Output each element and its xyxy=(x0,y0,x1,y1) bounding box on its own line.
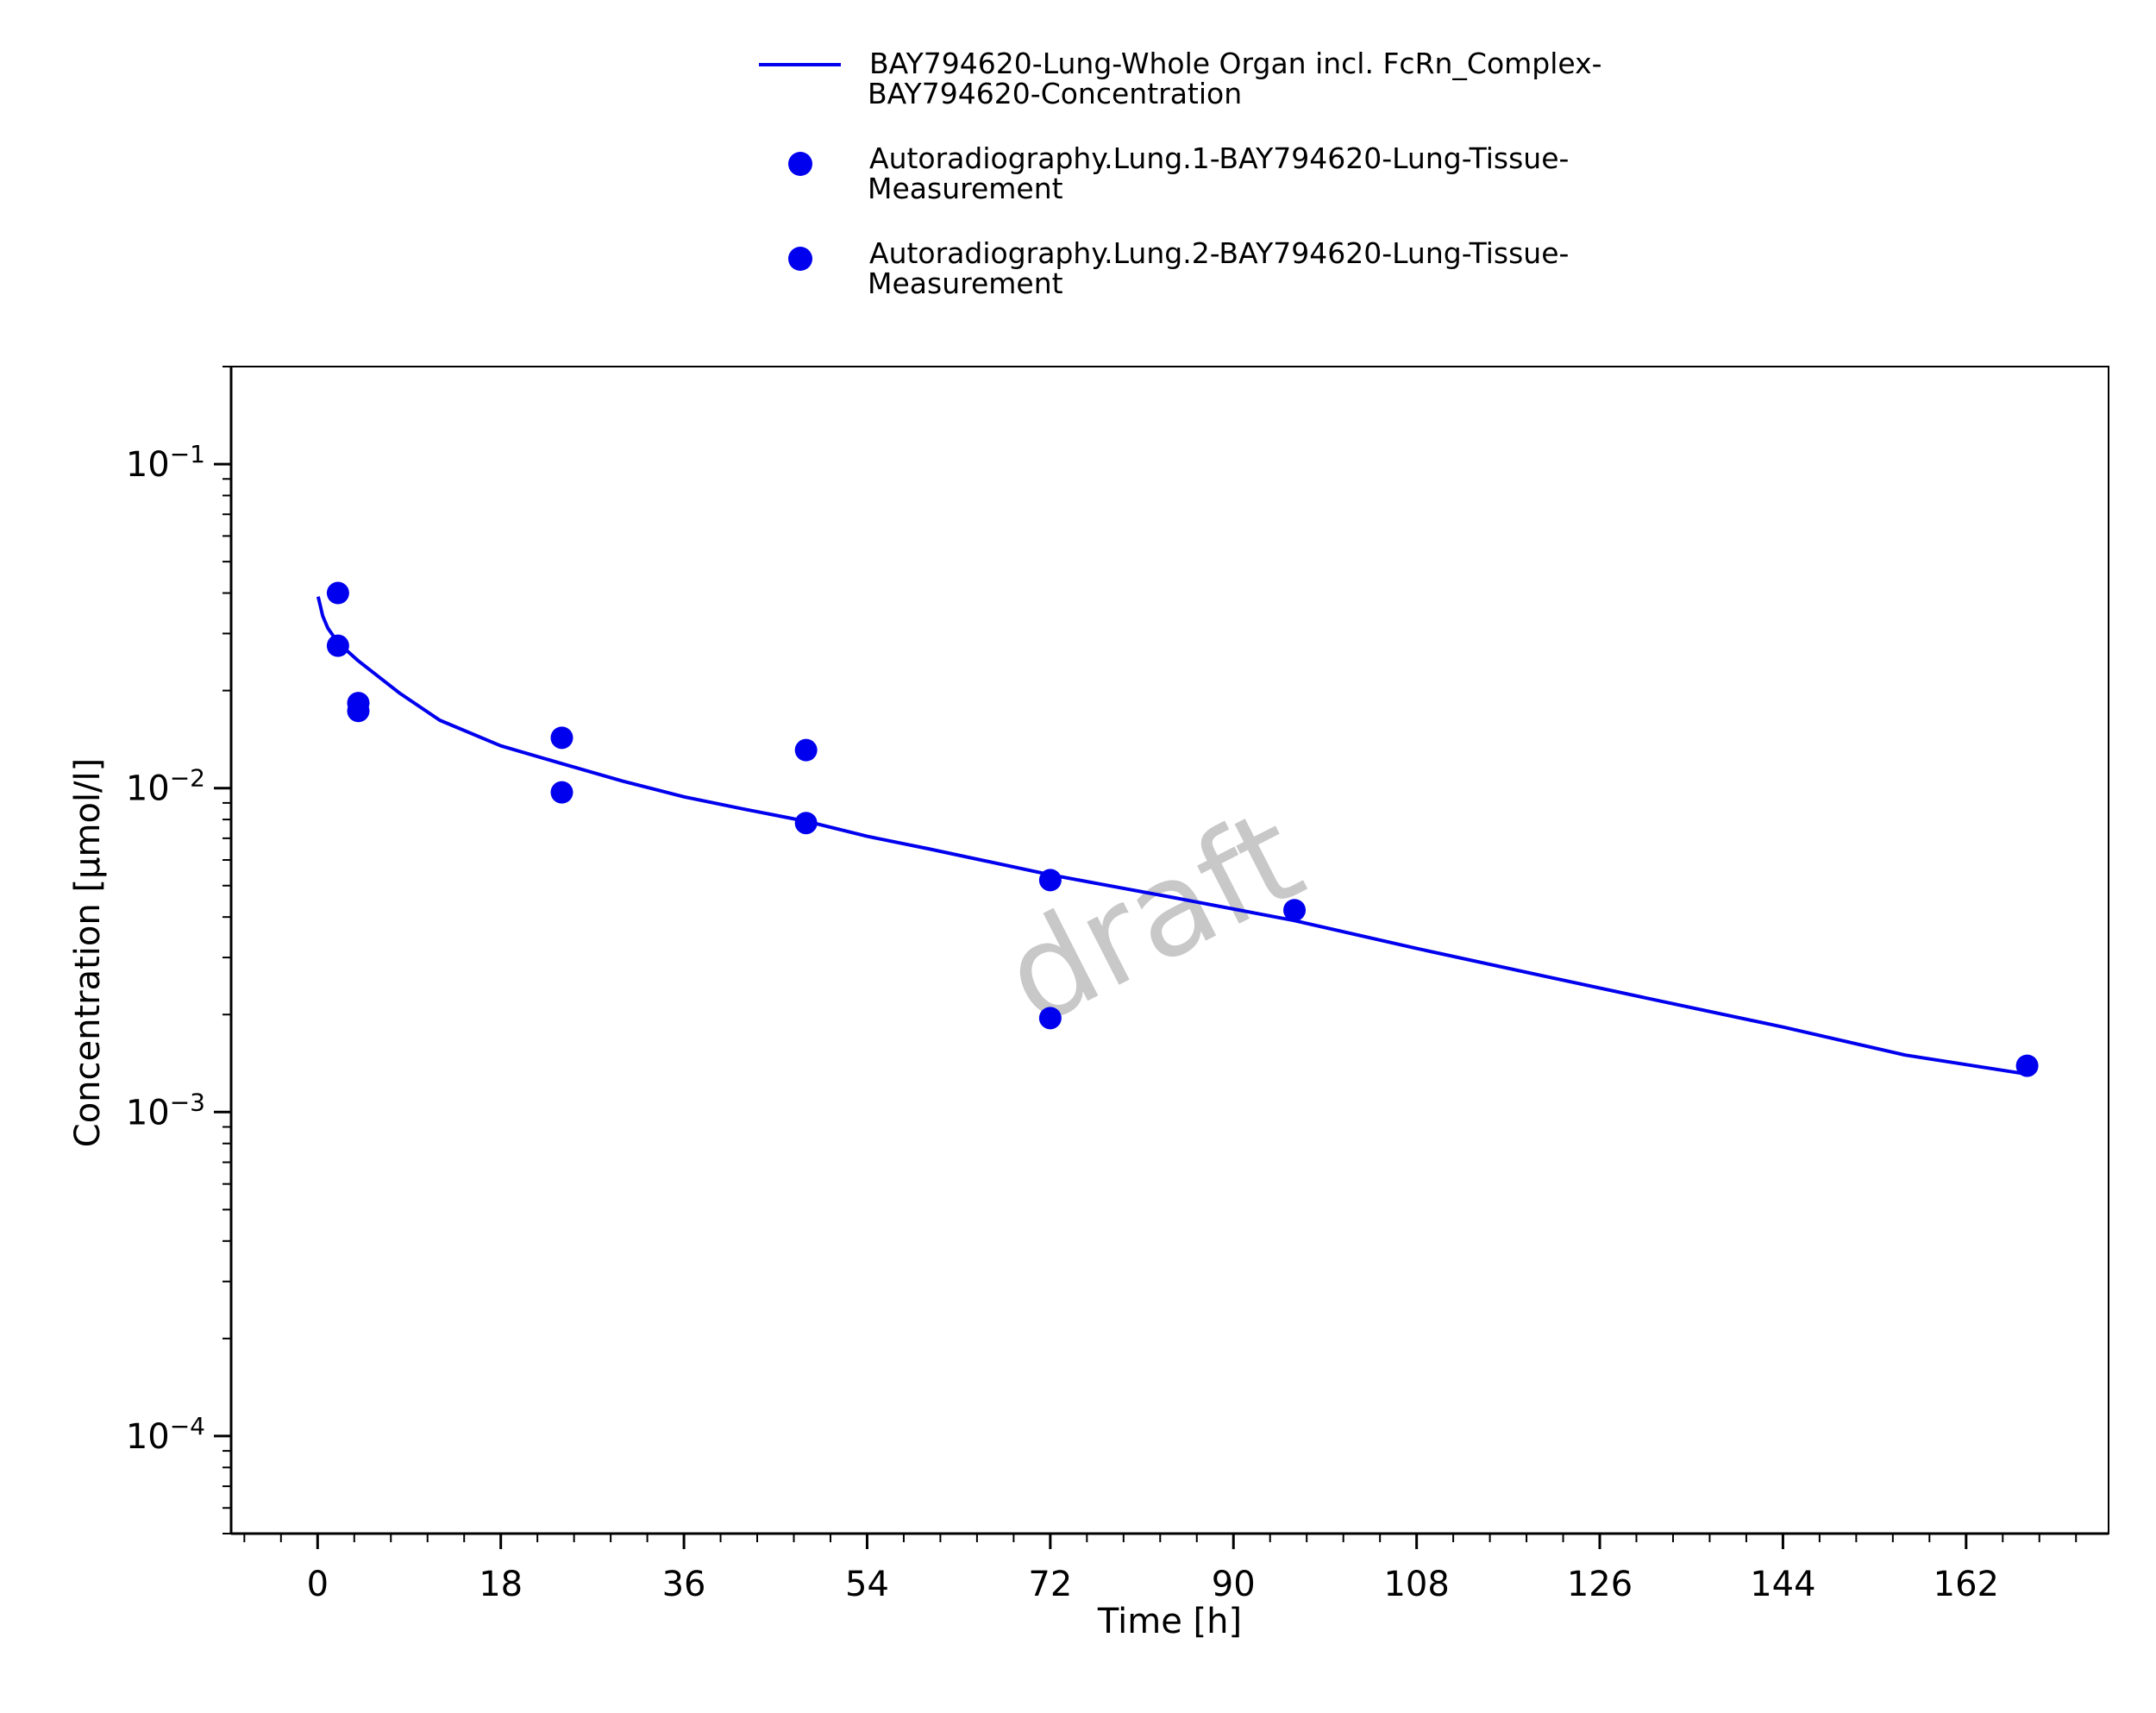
data-point-series-1 xyxy=(550,726,573,750)
simulation-line xyxy=(316,596,2028,1076)
x-tick-label: 108 xyxy=(1383,1565,1449,1604)
y-tick-label: 10−1 xyxy=(126,440,205,485)
data-point-series-2 xyxy=(347,700,370,723)
legend-point-marker xyxy=(788,247,812,271)
data-point-series-1 xyxy=(326,581,349,605)
y-tick-exponent: −3 xyxy=(170,1088,205,1116)
y-tick-label: 10−4 xyxy=(126,1412,205,1457)
x-tick-label: 36 xyxy=(662,1565,706,1604)
legend-label: Measurement xyxy=(868,172,1063,205)
data-point-series-1 xyxy=(1038,869,1062,892)
y-tick-label: 10−2 xyxy=(126,764,205,809)
data-point-series-1 xyxy=(794,738,818,762)
y-tick-base: 10 xyxy=(126,1417,170,1457)
legend-label: Autoradiography.Lung.1-BAY794620-Lung-Ti… xyxy=(869,141,1569,175)
x-tick-label: 144 xyxy=(1750,1565,1815,1604)
y-tick-exponent: −1 xyxy=(170,440,205,468)
y-tick-label: 10−3 xyxy=(126,1088,205,1133)
legend-point-marker xyxy=(788,152,812,176)
x-tick-label: 90 xyxy=(1212,1565,1256,1604)
data-point-series-2 xyxy=(550,781,573,804)
x-axis-title: Time [h] xyxy=(1097,1602,1242,1641)
x-tick-label: 72 xyxy=(1028,1565,1072,1604)
y-axis-title: Concentration [µmol/l] xyxy=(68,758,108,1147)
x-tick-label: 54 xyxy=(845,1565,889,1604)
legend-label: Measurement xyxy=(868,267,1063,300)
legend-label: BAY794620-Concentration xyxy=(868,77,1242,110)
legend-label: BAY794620-Lung-Whole Organ incl. FcRn_Co… xyxy=(869,47,1602,80)
data-point-series-1 xyxy=(1283,899,1307,922)
y-tick-base: 10 xyxy=(126,769,170,809)
data-point-series-2 xyxy=(1038,1007,1062,1030)
y-tick-base: 10 xyxy=(126,1093,170,1133)
data-point-series-2 xyxy=(794,812,818,835)
x-tick-label: 18 xyxy=(479,1565,523,1604)
x-tick-label: 162 xyxy=(1934,1565,1999,1604)
legend-label: Autoradiography.Lung.2-BAY794620-Lung-Ti… xyxy=(869,236,1569,270)
y-tick-base: 10 xyxy=(126,445,170,485)
x-tick-label: 0 xyxy=(307,1565,329,1604)
x-tick-label: 126 xyxy=(1567,1565,1633,1604)
data-point-series-1 xyxy=(2015,1054,2039,1077)
data-point-series-2 xyxy=(326,634,349,657)
y-tick-exponent: −4 xyxy=(170,1412,205,1440)
y-tick-exponent: −2 xyxy=(170,764,205,793)
